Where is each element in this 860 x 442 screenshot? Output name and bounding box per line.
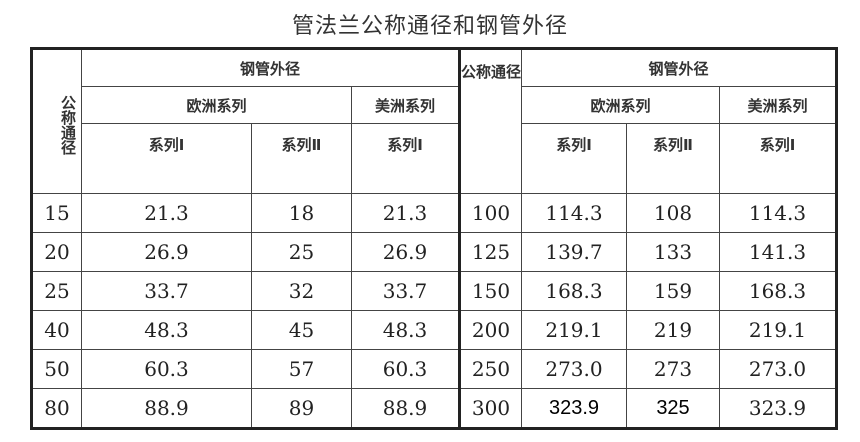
cell-eu1: 26.9 (81, 232, 252, 272)
cell-us1b: 273.0 (719, 349, 837, 389)
header-us-series-1-right: 系列Ⅰ (719, 123, 837, 194)
cell-us1: 21.3 (351, 193, 460, 233)
cell-us1b: 219.1 (719, 310, 837, 350)
header-nominal-diameter-right: 公称通径 (458, 48, 522, 194)
cell-us1: 26.9 (351, 232, 460, 272)
cell-eu2b: 159 (626, 271, 720, 311)
header-european-series-right: 欧洲系列 (521, 86, 720, 124)
header-nominal-diameter: 公称通径 (31, 48, 82, 194)
cell-eu1b: 114.3 (521, 193, 627, 233)
cell-eu2b: 133 (626, 232, 720, 272)
header-american-series-right: 美洲系列 (719, 86, 837, 124)
cell-dn: 20 (31, 232, 82, 272)
cell-eu2: 45 (251, 310, 352, 350)
table-body: 15 21.3 18 21.3 100 114.3 108 114.3 20 26.9 25 26.9… (31, 193, 837, 429)
cell-dn2: 250 (458, 349, 522, 389)
header-american-series: 美洲系列 (351, 86, 460, 124)
cell-us1: 60.3 (351, 349, 460, 389)
cell-eu1: 33.7 (81, 271, 252, 311)
cell-dn2: 100 (458, 193, 522, 233)
cell-dn2: 300 (458, 388, 522, 429)
cell-dn: 15 (31, 193, 82, 233)
cell-us1: 48.3 (351, 310, 460, 350)
cell-us1b: 141.3 (719, 232, 837, 272)
cell-eu1b: 323.9 (521, 388, 627, 429)
cell-dn2: 150 (458, 271, 522, 311)
table-row: 40 48.3 45 48.3 200 219.1 219 219.1 (31, 310, 837, 350)
table-row: 80 88.9 89 88.9 300 323.9 325 323.9 (31, 388, 837, 429)
cell-eu2: 89 (251, 388, 352, 429)
cell-us1b: 323.9 (719, 388, 837, 429)
cell-eu2b: 219 (626, 310, 720, 350)
table-row: 20 26.9 25 26.9 125 139.7 133 141.3 (31, 232, 837, 272)
header-european-series: 欧洲系列 (81, 86, 352, 124)
cell-eu1b: 168.3 (521, 271, 627, 311)
table-row: 50 60.3 57 60.3 250 273.0 273 273.0 (31, 349, 837, 389)
header-us-series-1: 系列Ⅰ (351, 123, 460, 194)
cell-dn: 80 (31, 388, 82, 429)
cell-dn2: 125 (458, 232, 522, 272)
header-series-1-right: 系列Ⅰ (521, 123, 627, 194)
header-outer-diameter: 钢管外径 (81, 48, 460, 87)
header-series-2: 系列Ⅱ (251, 123, 352, 194)
header-series-2-right: 系列Ⅱ (626, 123, 720, 194)
cell-eu2b: 108 (626, 193, 720, 233)
cell-eu2b: 273 (626, 349, 720, 389)
cell-eu1: 21.3 (81, 193, 252, 233)
page-title: 管法兰公称通径和钢管外径 (291, 14, 568, 39)
cell-eu2: 18 (251, 193, 352, 233)
cell-dn: 50 (31, 349, 82, 389)
cell-eu1: 88.9 (81, 388, 252, 429)
cell-eu1b: 219.1 (521, 310, 627, 350)
pipe-size-table: 公称通径 钢管外径 公称通径 钢管外径 欧洲系列 美洲系列 欧洲系列 美洲系列 … (30, 47, 838, 430)
cell-us1b: 114.3 (719, 193, 837, 233)
cell-us1: 88.9 (351, 388, 460, 429)
cell-eu1b: 139.7 (521, 232, 627, 272)
cell-eu2: 32 (251, 271, 352, 311)
table-row: 15 21.3 18 21.3 100 114.3 108 114.3 (31, 193, 837, 233)
cell-dn2: 200 (458, 310, 522, 350)
cell-eu1: 60.3 (81, 349, 252, 389)
cell-eu1: 48.3 (81, 310, 252, 350)
cell-eu2b: 325 (626, 388, 720, 429)
cell-us1b: 168.3 (719, 271, 837, 311)
table-row: 25 33.7 32 33.7 150 168.3 159 168.3 (31, 271, 837, 311)
header-outer-diameter-right: 钢管外径 (521, 48, 837, 87)
cell-us1: 33.7 (351, 271, 460, 311)
header-series-1: 系列Ⅰ (81, 123, 252, 194)
cell-eu2: 57 (251, 349, 352, 389)
cell-dn: 40 (31, 310, 82, 350)
cell-eu1b: 273.0 (521, 349, 627, 389)
cell-dn: 25 (31, 271, 82, 311)
cell-eu2: 25 (251, 232, 352, 272)
